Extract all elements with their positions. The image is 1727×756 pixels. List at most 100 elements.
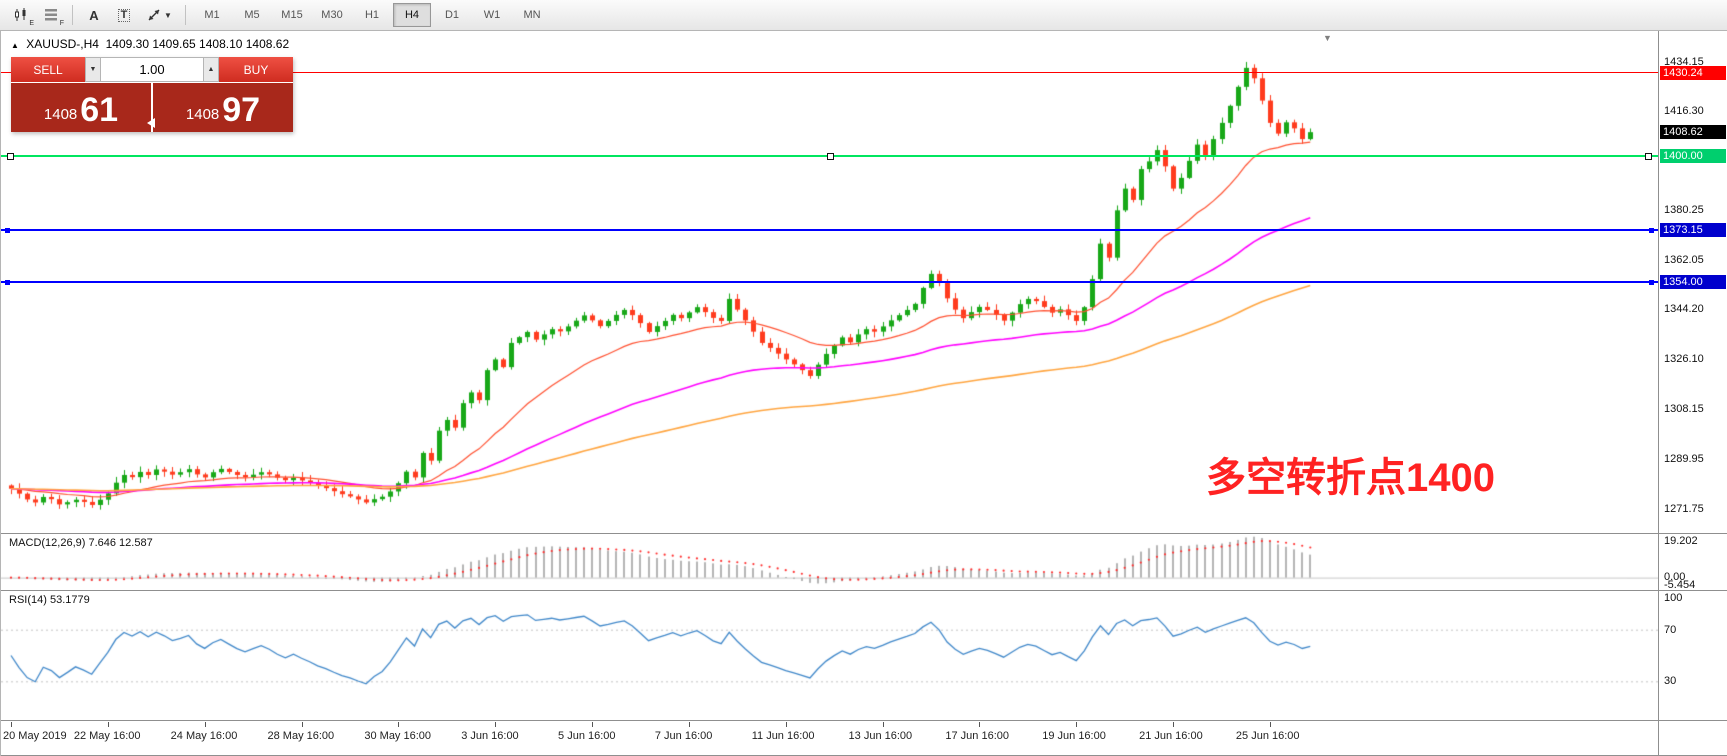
macd-axis-tick: 0.00: [1664, 570, 1686, 583]
ohlc-values-label: 1409.30 1409.65 1408.10 1408.62: [105, 37, 290, 51]
price-axis-tick: 1416.30: [1664, 105, 1704, 118]
support1-price-badge: 1373.15: [1660, 222, 1726, 237]
macd-pane-splitter[interactable]: [1, 533, 1727, 534]
buy-price-display[interactable]: 1408 97: [153, 83, 293, 132]
timeframe-button-mn[interactable]: MN: [523, 9, 541, 21]
time-axis-label: 3 Jun 16:00: [461, 730, 519, 742]
chart-window: ▲ XAUUSD-,H4 1409.30 1409.65 1408.10 140…: [0, 31, 1727, 756]
time-axis-border: [1, 720, 1727, 721]
trade-panel-price-row: 1408 61 1408 97: [11, 83, 293, 132]
time-axis-tick-mark: [979, 722, 980, 727]
chevron-down-icon: ▼: [164, 10, 172, 20]
time-axis-tick-mark: [205, 722, 206, 727]
buy-button[interactable]: BUY: [219, 57, 293, 82]
macd-axis-tick: -5.454: [1664, 579, 1696, 591]
time-axis-tick-mark: [302, 722, 303, 727]
price-axis-tick: 1434.15: [1664, 55, 1704, 68]
volume-input[interactable]: [101, 57, 203, 82]
timeframe-button-h1[interactable]: H1: [364, 9, 380, 21]
timeframe-button-group: M1 M5 M15 M30 H1 H4 D1 W1 MN: [192, 3, 552, 27]
bar-list-icon[interactable]: F: [36, 2, 66, 28]
spread-pointer-icon: [147, 118, 155, 128]
line-endpoint-marker[interactable]: [1649, 280, 1654, 286]
time-axis-label: 11 Jun 16:00: [751, 730, 815, 742]
line-endpoint-marker[interactable]: [5, 280, 10, 286]
time-axis-tick-mark: [1076, 722, 1077, 727]
horizontal-line-1373.15[interactable]: [1, 228, 1658, 231]
sell-button[interactable]: SELL: [11, 57, 85, 82]
icon-sub-label: F: [59, 20, 64, 27]
font-tool-glyph: A: [89, 7, 99, 23]
text-label-tool-icon[interactable]: T: [109, 2, 139, 28]
buy-price-main: 1408: [185, 106, 220, 123]
time-axis-label: 28 May 16:00: [267, 730, 335, 742]
volume-increase-button[interactable]: ▲: [203, 57, 219, 82]
time-axis-label: 30 May 16:00: [364, 730, 432, 742]
resistance-price-badge: 1430.24: [1660, 65, 1726, 80]
pivot-price-badge: 1400.00: [1660, 148, 1726, 163]
time-axis-tick-mark: [108, 722, 109, 727]
rsi-axis-tick: 30: [1664, 675, 1677, 688]
time-axis-label: 25 Jun 16:00: [1235, 730, 1300, 742]
price-axis-tick: 1344.20: [1664, 303, 1704, 316]
price-axis-tick: 1326.10: [1664, 353, 1704, 366]
time-axis-label: 17 Jun 16:00: [945, 730, 1010, 742]
time-axis-tick-mark: [689, 722, 690, 727]
horizontal-line-1354[interactable]: [1, 281, 1658, 284]
macd-axis-tick: 19.202: [1664, 535, 1698, 547]
horizontal-line-1430.24[interactable]: [1, 72, 1658, 74]
time-axis[interactable]: 20 May 2019 22 May 16:00 24 May 16:00 28 Ma…: [1, 721, 1658, 755]
time-axis-tick-mark: [495, 722, 496, 727]
price-shift-marker-icon[interactable]: ▼: [1323, 33, 1332, 43]
one-click-trade-panel: SELL ▼ ▲ BUY 1408 61 1408 97: [11, 57, 293, 132]
cursor-arrows-glyph: [148, 9, 160, 21]
line-endpoint-marker[interactable]: [5, 227, 10, 233]
sell-price-main: 1408: [43, 106, 78, 123]
line-endpoint-marker[interactable]: [1649, 227, 1654, 233]
time-axis-label: 21 Jun 16:00: [1139, 730, 1203, 742]
timeframe-button-m15[interactable]: M15: [281, 9, 303, 21]
bar-list-glyph: [45, 9, 57, 21]
time-axis-tick-mark: [786, 722, 787, 727]
line-selection-handle[interactable]: [1645, 152, 1652, 160]
time-axis-tick-mark: [398, 722, 399, 727]
hline-object-layer: [1, 31, 1658, 533]
time-axis-tick-mark: [1270, 722, 1271, 727]
chart-header: ▲ XAUUSD-,H4 1409.30 1409.65 1408.10 140…: [11, 37, 289, 51]
support2-price-badge: 1354.00: [1660, 275, 1726, 290]
toolbar-divider: [72, 5, 73, 25]
candlestick-chart-icon[interactable]: E: [6, 2, 36, 28]
cursor-tool-icon[interactable]: ▼: [139, 2, 179, 28]
timeframe-button-m1[interactable]: M1: [204, 9, 220, 21]
toolbar-divider: [185, 5, 186, 25]
time-axis-label: 19 Jun 16:00: [1042, 730, 1106, 742]
line-selection-handle[interactable]: [826, 152, 834, 160]
timeframe-button-w1[interactable]: W1: [483, 9, 501, 21]
price-axis[interactable]: 1434.15 1416.30 1380.25 1362.05 1344.20 1326.…: [1659, 31, 1727, 755]
timeframe-button-m5[interactable]: M5: [244, 9, 260, 21]
time-axis-tick-mark: [883, 722, 884, 727]
price-axis-tick: 1380.25: [1664, 204, 1704, 217]
time-axis-label: 5 Jun 16:00: [558, 730, 616, 742]
volume-decrease-button[interactable]: ▼: [85, 57, 101, 82]
macd-indicator-canvas[interactable]: [1, 534, 1658, 590]
time-axis-label: 13 Jun 16:00: [848, 730, 913, 742]
sell-price-display[interactable]: 1408 61: [11, 83, 151, 132]
rsi-indicator-canvas[interactable]: [1, 591, 1658, 720]
buy-price-pips: 97: [222, 91, 261, 129]
timeframe-button-m30[interactable]: M30: [321, 9, 343, 21]
time-axis-label: 24 May 16:00: [170, 730, 238, 742]
font-tool-icon[interactable]: A: [79, 2, 109, 28]
line-selection-handle[interactable]: [7, 152, 14, 160]
timeframe-button-h4[interactable]: H4: [393, 3, 431, 27]
chart-annotation-text: 多空转折点1400: [1206, 455, 1495, 500]
time-axis-label: 7 Jun 16:00: [654, 730, 713, 742]
current-price-badge: 1408.62: [1660, 125, 1726, 140]
sell-price-pips: 61: [80, 91, 119, 129]
top-toolbar: E F A T ▼ M1 M5 M15 M30 H1 H4 D1 W1 MN: [0, 0, 1727, 31]
rsi-pane-splitter[interactable]: [1, 590, 1727, 591]
timeframe-button-d1[interactable]: D1: [444, 9, 460, 21]
time-axis-label: 22 May 16:00: [73, 730, 141, 742]
time-axis-tick-mark: [1173, 722, 1174, 727]
macd-indicator-label: MACD(12,26,9) 7.646 12.587: [9, 537, 153, 549]
